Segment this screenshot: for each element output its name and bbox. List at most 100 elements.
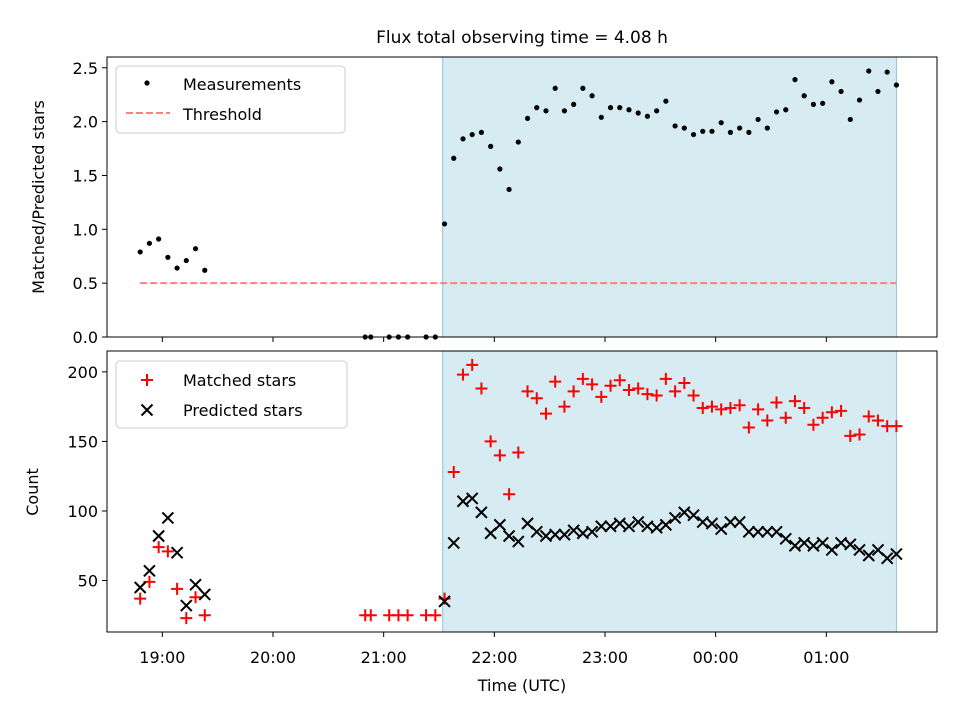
predicted-star-point	[595, 520, 608, 533]
matched-star-point	[705, 400, 718, 413]
measurement-point	[192, 246, 199, 252]
matched-star-point	[816, 411, 829, 424]
predicted-star-point	[678, 506, 691, 519]
matched-star-point	[401, 609, 414, 622]
predicted-star-point	[133, 581, 147, 594]
matched-star-point	[715, 403, 728, 416]
matched-star-point	[189, 591, 202, 604]
predicted-star-point	[788, 539, 802, 552]
predicted-star-point	[705, 517, 719, 530]
x-axis-label: Time (UTC)	[477, 676, 566, 695]
measurement-point	[617, 105, 623, 111]
predicted-star-point	[170, 546, 184, 559]
measurement-point	[174, 265, 180, 271]
legend-label: Measurements	[183, 75, 301, 94]
measurement-point	[506, 186, 512, 193]
matched-star-point	[466, 358, 479, 371]
measurement-point	[746, 129, 752, 135]
measurement-point	[183, 257, 189, 264]
matched-star-point	[853, 428, 866, 441]
measurement-point	[478, 129, 485, 135]
matched-star-point	[650, 389, 663, 402]
matched-star-point	[724, 402, 737, 415]
measurement-point	[441, 221, 448, 227]
measurement-point	[524, 115, 531, 121]
observing-window-shade	[442, 350, 897, 633]
x-tick-label: 21:00	[361, 648, 407, 667]
predicted-star-point	[161, 511, 175, 525]
x-tick-label: 20:00	[250, 648, 296, 667]
count-points	[133, 358, 903, 625]
predicted-star-point	[659, 518, 673, 532]
predicted-star-point	[733, 515, 746, 529]
predicted-star-point	[816, 536, 829, 550]
matched-star-point	[733, 399, 746, 412]
y-tick-label: 0.0	[73, 328, 98, 347]
predicted-star-point	[189, 578, 202, 591]
measurement-points	[137, 68, 900, 340]
legend-label: Predicted stars	[183, 401, 303, 420]
measurement-point	[580, 85, 586, 91]
matched-star-point	[429, 609, 442, 622]
measurement-point	[690, 131, 697, 138]
legend-label: Matched stars	[183, 371, 296, 390]
measurement-point	[737, 125, 743, 131]
matched-star-point	[161, 545, 174, 558]
measurement-point	[773, 109, 780, 115]
matched-star-point	[171, 582, 184, 595]
matched-star-point	[798, 402, 811, 415]
matched-star-point	[788, 395, 801, 408]
matched-star-point	[530, 392, 543, 405]
measurement-point	[764, 125, 770, 131]
predicted-star-point	[631, 515, 645, 529]
measurement-point	[709, 128, 715, 134]
matched-star-point	[862, 410, 875, 423]
x-tick-label: 19:00	[139, 648, 185, 667]
predicted-star-point	[751, 525, 765, 539]
ratio-y-ticks: 0.0 0.5 1.0 1.5 2.0 2.5	[73, 59, 107, 347]
predicted-star-point	[613, 517, 626, 530]
predicted-star-point	[742, 525, 756, 539]
y-tick-label: 0.5	[73, 274, 98, 293]
predicted-star-point	[880, 552, 894, 565]
matched-star-point	[539, 407, 552, 420]
measurement-point	[820, 100, 826, 106]
measurement-point	[644, 113, 651, 119]
y-tick-label: 100	[67, 502, 98, 521]
matched-star-point	[558, 400, 571, 413]
predicted-star-point	[844, 538, 857, 551]
measurement-point	[875, 88, 881, 95]
measurement-point	[801, 93, 807, 99]
matched-star-point	[779, 411, 792, 424]
count-x-ticks: 19:00 20:00 21:00 22:00 23:00 00:00 01:00	[139, 632, 849, 667]
count-plot-frame	[106, 350, 938, 633]
x-tick-label: 23:00	[582, 648, 628, 667]
measurement-point	[515, 139, 521, 145]
predicted-star-point	[779, 532, 792, 546]
measurement-point	[700, 128, 706, 134]
y-tick-label: 1.0	[73, 220, 98, 239]
matched-star-point	[770, 396, 783, 409]
predicted-star-point	[797, 536, 811, 550]
measurement-point	[589, 93, 595, 99]
predicted-star-point	[668, 511, 682, 525]
predicted-star-point	[853, 543, 866, 557]
measurement-point	[755, 116, 761, 123]
measurement-point	[792, 77, 798, 83]
matched-star-point	[364, 609, 377, 622]
matched-star-point	[761, 414, 774, 427]
matched-star-point	[134, 592, 147, 605]
predicted-star-point	[438, 595, 451, 608]
measurement-point	[626, 107, 632, 113]
measurement-point	[672, 123, 678, 129]
measurement-point	[552, 85, 558, 91]
ratio-legend: Measurements Threshold	[115, 65, 346, 134]
predicted-star-point	[761, 525, 774, 539]
measurement-point	[497, 166, 503, 172]
matched-star-point	[604, 379, 617, 392]
predicted-star-point	[585, 525, 599, 539]
predicted-star-point	[604, 520, 617, 533]
measurement-point	[718, 120, 724, 126]
measurement-point	[810, 101, 817, 107]
